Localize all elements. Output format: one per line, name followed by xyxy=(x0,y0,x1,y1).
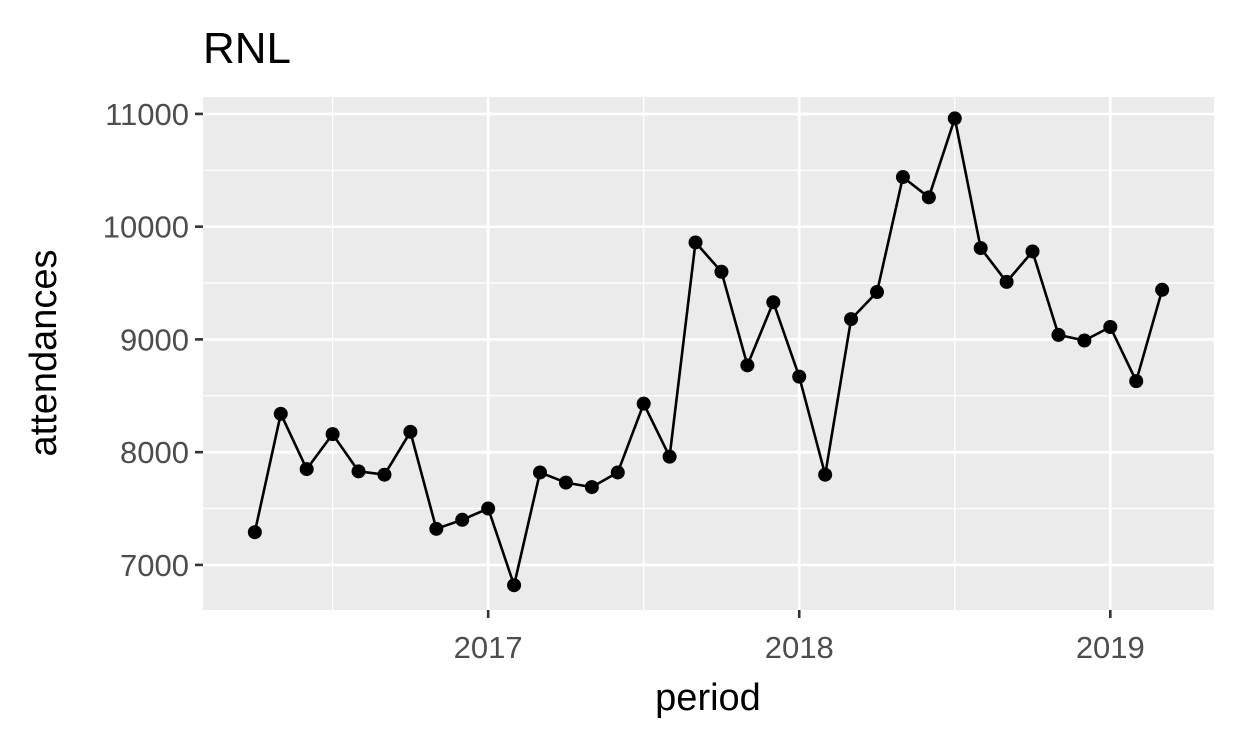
data-point xyxy=(895,170,910,185)
x-tick-label: 2017 xyxy=(454,630,523,665)
data-point xyxy=(1129,374,1144,389)
data-point xyxy=(714,264,729,279)
data-point xyxy=(1025,244,1040,259)
data-point xyxy=(558,475,573,490)
data-point xyxy=(636,396,651,411)
data-point xyxy=(740,358,755,373)
data-point xyxy=(1051,327,1066,342)
data-point xyxy=(247,525,262,540)
data-point xyxy=(377,467,392,482)
data-point xyxy=(533,465,547,480)
y-tick-label: 10000 xyxy=(103,210,189,245)
data-point xyxy=(273,406,288,421)
data-point xyxy=(999,274,1014,289)
data-point xyxy=(1103,320,1118,335)
data-point xyxy=(610,465,625,480)
data-point xyxy=(921,190,936,205)
y-tick-label: 9000 xyxy=(120,322,189,357)
data-point xyxy=(844,312,859,327)
data-point xyxy=(688,235,703,250)
data-point xyxy=(507,578,522,593)
data-point xyxy=(792,369,807,384)
data-point xyxy=(1077,333,1092,348)
data-point xyxy=(766,295,781,310)
y-axis-title: attendances xyxy=(23,249,65,456)
chart-title: RNL xyxy=(203,24,291,73)
data-point xyxy=(299,462,314,477)
series xyxy=(247,111,1170,593)
x-tick-label: 2019 xyxy=(1076,630,1145,665)
data-point xyxy=(325,427,340,442)
plot-panel xyxy=(203,97,1214,610)
x-axis-title: period xyxy=(655,677,761,719)
data-point xyxy=(351,464,366,479)
data-point xyxy=(662,449,677,464)
y-tick-label: 11000 xyxy=(105,97,189,132)
grid xyxy=(203,97,1214,610)
data-point xyxy=(1155,282,1170,297)
data-point xyxy=(818,467,833,482)
x-tick-label: 2018 xyxy=(765,630,834,665)
data-point xyxy=(455,512,470,527)
data-point xyxy=(584,480,599,495)
data-point xyxy=(870,285,884,300)
data-point xyxy=(403,424,418,439)
y-tick-label: 7000 xyxy=(120,548,189,583)
data-point xyxy=(973,241,988,256)
data-point xyxy=(481,501,496,516)
data-point xyxy=(947,111,962,126)
y-tick-label: 8000 xyxy=(120,435,189,470)
axes: 7000 8000 9000 10000 11000 2017 2018 2019 xyxy=(103,97,1145,665)
data-point xyxy=(429,521,444,536)
